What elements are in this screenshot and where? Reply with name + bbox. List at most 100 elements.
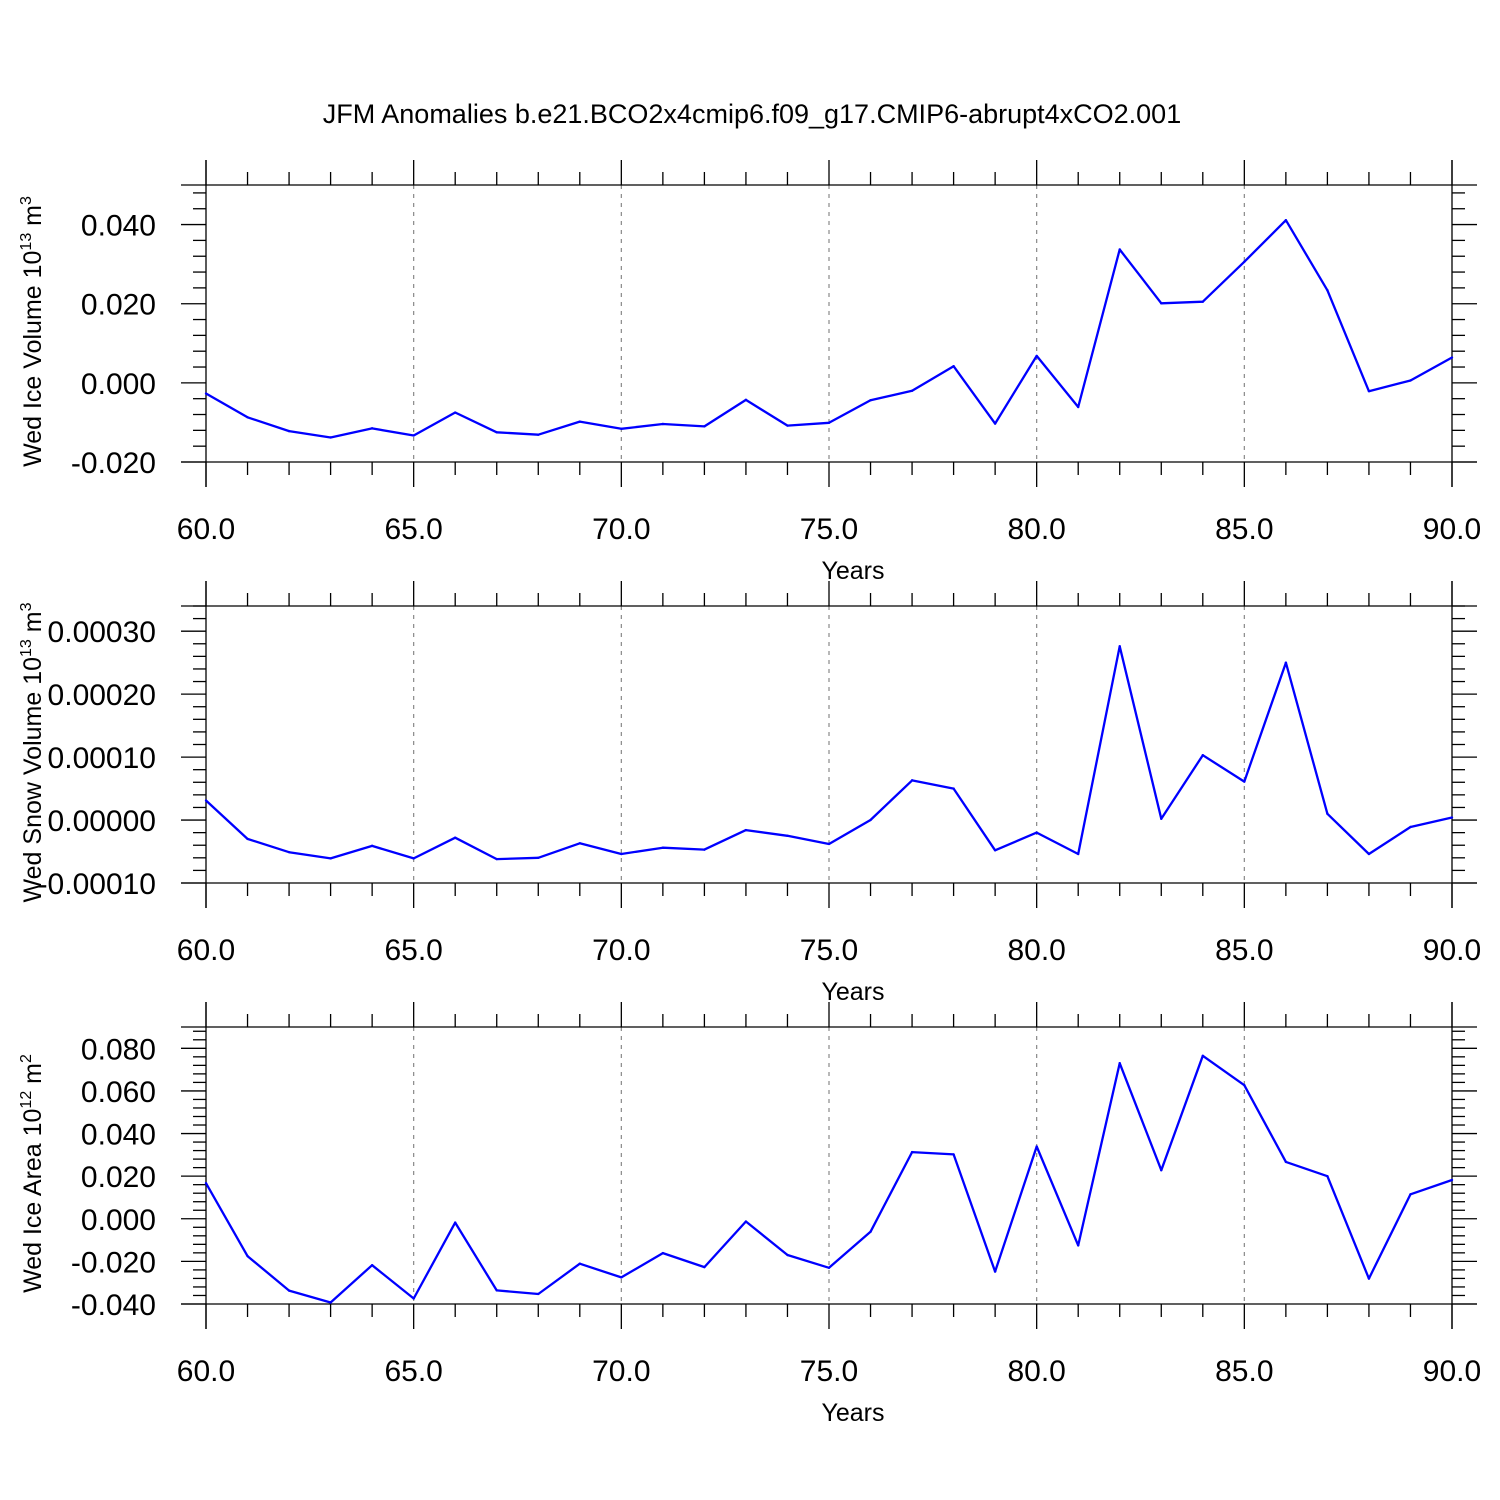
data-point: [495, 857, 498, 861]
data-point: [246, 1254, 249, 1258]
data-point: [1450, 816, 1454, 819]
x-tick-label: 70.0: [592, 1355, 650, 1388]
data-point: [1326, 812, 1329, 815]
data-point: [703, 848, 706, 851]
data-point: [1284, 661, 1288, 664]
x-tick-label: 60.0: [177, 934, 235, 967]
y-tick-label: 0.000: [81, 1204, 156, 1237]
data-point: [370, 1264, 374, 1267]
y-axis-title: Wed Ice Volume 1013 m3: [18, 196, 47, 467]
y-tick-label: -0.020: [71, 1246, 156, 1279]
data-point: [744, 1220, 748, 1223]
y-axis-title: Wed Ice Area 1012 m2: [18, 1054, 47, 1293]
data-point: [204, 799, 208, 802]
x-tick-label: 60.0: [177, 513, 235, 546]
y-tick-label: 0.00020: [48, 679, 156, 712]
data-point: [827, 421, 831, 425]
x-tick-label: 90.0: [1423, 934, 1481, 967]
data-point: [1326, 289, 1329, 292]
data-point: [1409, 379, 1412, 382]
data-point: [1077, 852, 1080, 856]
data-point: [1160, 817, 1163, 820]
data-point: [1243, 260, 1246, 263]
data-point: [495, 1289, 498, 1292]
data-point: [1201, 1054, 1205, 1057]
y-tick-label: 0.00030: [48, 616, 156, 649]
data-point: [786, 834, 789, 837]
x-tick-label: 80.0: [1007, 513, 1065, 546]
data-point: [703, 425, 706, 428]
y-tick-label: -0.020: [71, 447, 156, 480]
data-point: [495, 431, 498, 434]
data-point: [869, 1230, 872, 1233]
data-point: [204, 1181, 208, 1185]
data-point: [454, 836, 457, 839]
data-point: [1284, 1160, 1288, 1164]
y-tick-label: 0.040: [81, 210, 156, 243]
x-tick-label: 90.0: [1423, 1355, 1481, 1388]
data-point: [1450, 1178, 1454, 1182]
x-tick-label: 80.0: [1007, 934, 1065, 967]
data-point: [1284, 219, 1288, 222]
data-point: [1367, 852, 1371, 856]
data-point: [1450, 356, 1454, 359]
data-point: [246, 416, 249, 419]
data-point: [620, 852, 623, 856]
data-point: [993, 849, 997, 852]
y-tick-label: 0.020: [81, 289, 156, 322]
data-point: [786, 424, 789, 427]
data-point: [661, 846, 665, 849]
data-point: [329, 436, 332, 439]
data-point: [620, 1276, 623, 1279]
panel-3: 60.0 65.0 70.0 75.0 80.0 85.0 90.0 -0.040 -0.020…: [18, 1002, 1481, 1427]
data-point: [869, 818, 872, 822]
data-point: [993, 422, 997, 425]
y-tick-label: 0.040: [81, 1119, 156, 1152]
y-tick-label: 0.000: [81, 368, 156, 401]
x-axis-title: Years: [821, 978, 884, 1006]
data-point: [744, 398, 748, 402]
data-point: [370, 427, 374, 430]
data-point: [744, 828, 748, 832]
data-point: [1160, 302, 1163, 305]
data-point: [287, 1289, 291, 1292]
data-point: [287, 429, 291, 433]
y-tick-label: 0.00000: [48, 805, 156, 838]
x-tick-label: 70.0: [592, 513, 650, 546]
y-tick-label: 0.00010: [48, 742, 156, 775]
data-point: [329, 857, 332, 860]
data-point: [1326, 1174, 1329, 1178]
y-tick-label: -0.00010: [38, 868, 156, 901]
data-point: [412, 434, 415, 437]
data-point: [578, 842, 581, 845]
data-point: [786, 1253, 789, 1257]
data-point: [620, 427, 623, 430]
x-axis-title: Years: [821, 1399, 884, 1427]
data-point: [329, 1301, 332, 1304]
data-point: [537, 856, 540, 860]
data-point: [1243, 1083, 1246, 1087]
panel-2: 60.0 65.0 70.0 75.0 80.0 85.0 90.0 -0.00010 0.00…: [18, 581, 1481, 1006]
data-point: [1409, 825, 1412, 829]
data-point: [578, 420, 581, 423]
data-point: [827, 842, 831, 846]
data-point: [1077, 1244, 1080, 1247]
y-tick-label: 0.080: [81, 1033, 156, 1066]
data-point: [537, 1292, 540, 1296]
data-point: [1077, 405, 1080, 409]
x-tick-label: 80.0: [1007, 1355, 1065, 1388]
data-point: [246, 837, 249, 841]
data-point: [412, 857, 415, 860]
x-tick-label: 85.0: [1215, 934, 1273, 967]
x-tick-label: 75.0: [800, 513, 858, 546]
data-point: [1035, 1145, 1038, 1148]
data-point: [1201, 754, 1205, 757]
data-point: [1160, 1168, 1163, 1172]
x-tick-label: 85.0: [1215, 513, 1273, 546]
data-point: [1118, 248, 1121, 251]
x-tick-label: 75.0: [800, 934, 858, 967]
y-tick-label: 0.060: [81, 1076, 156, 1109]
data-point: [1409, 1193, 1412, 1196]
data-point: [1367, 1277, 1371, 1280]
